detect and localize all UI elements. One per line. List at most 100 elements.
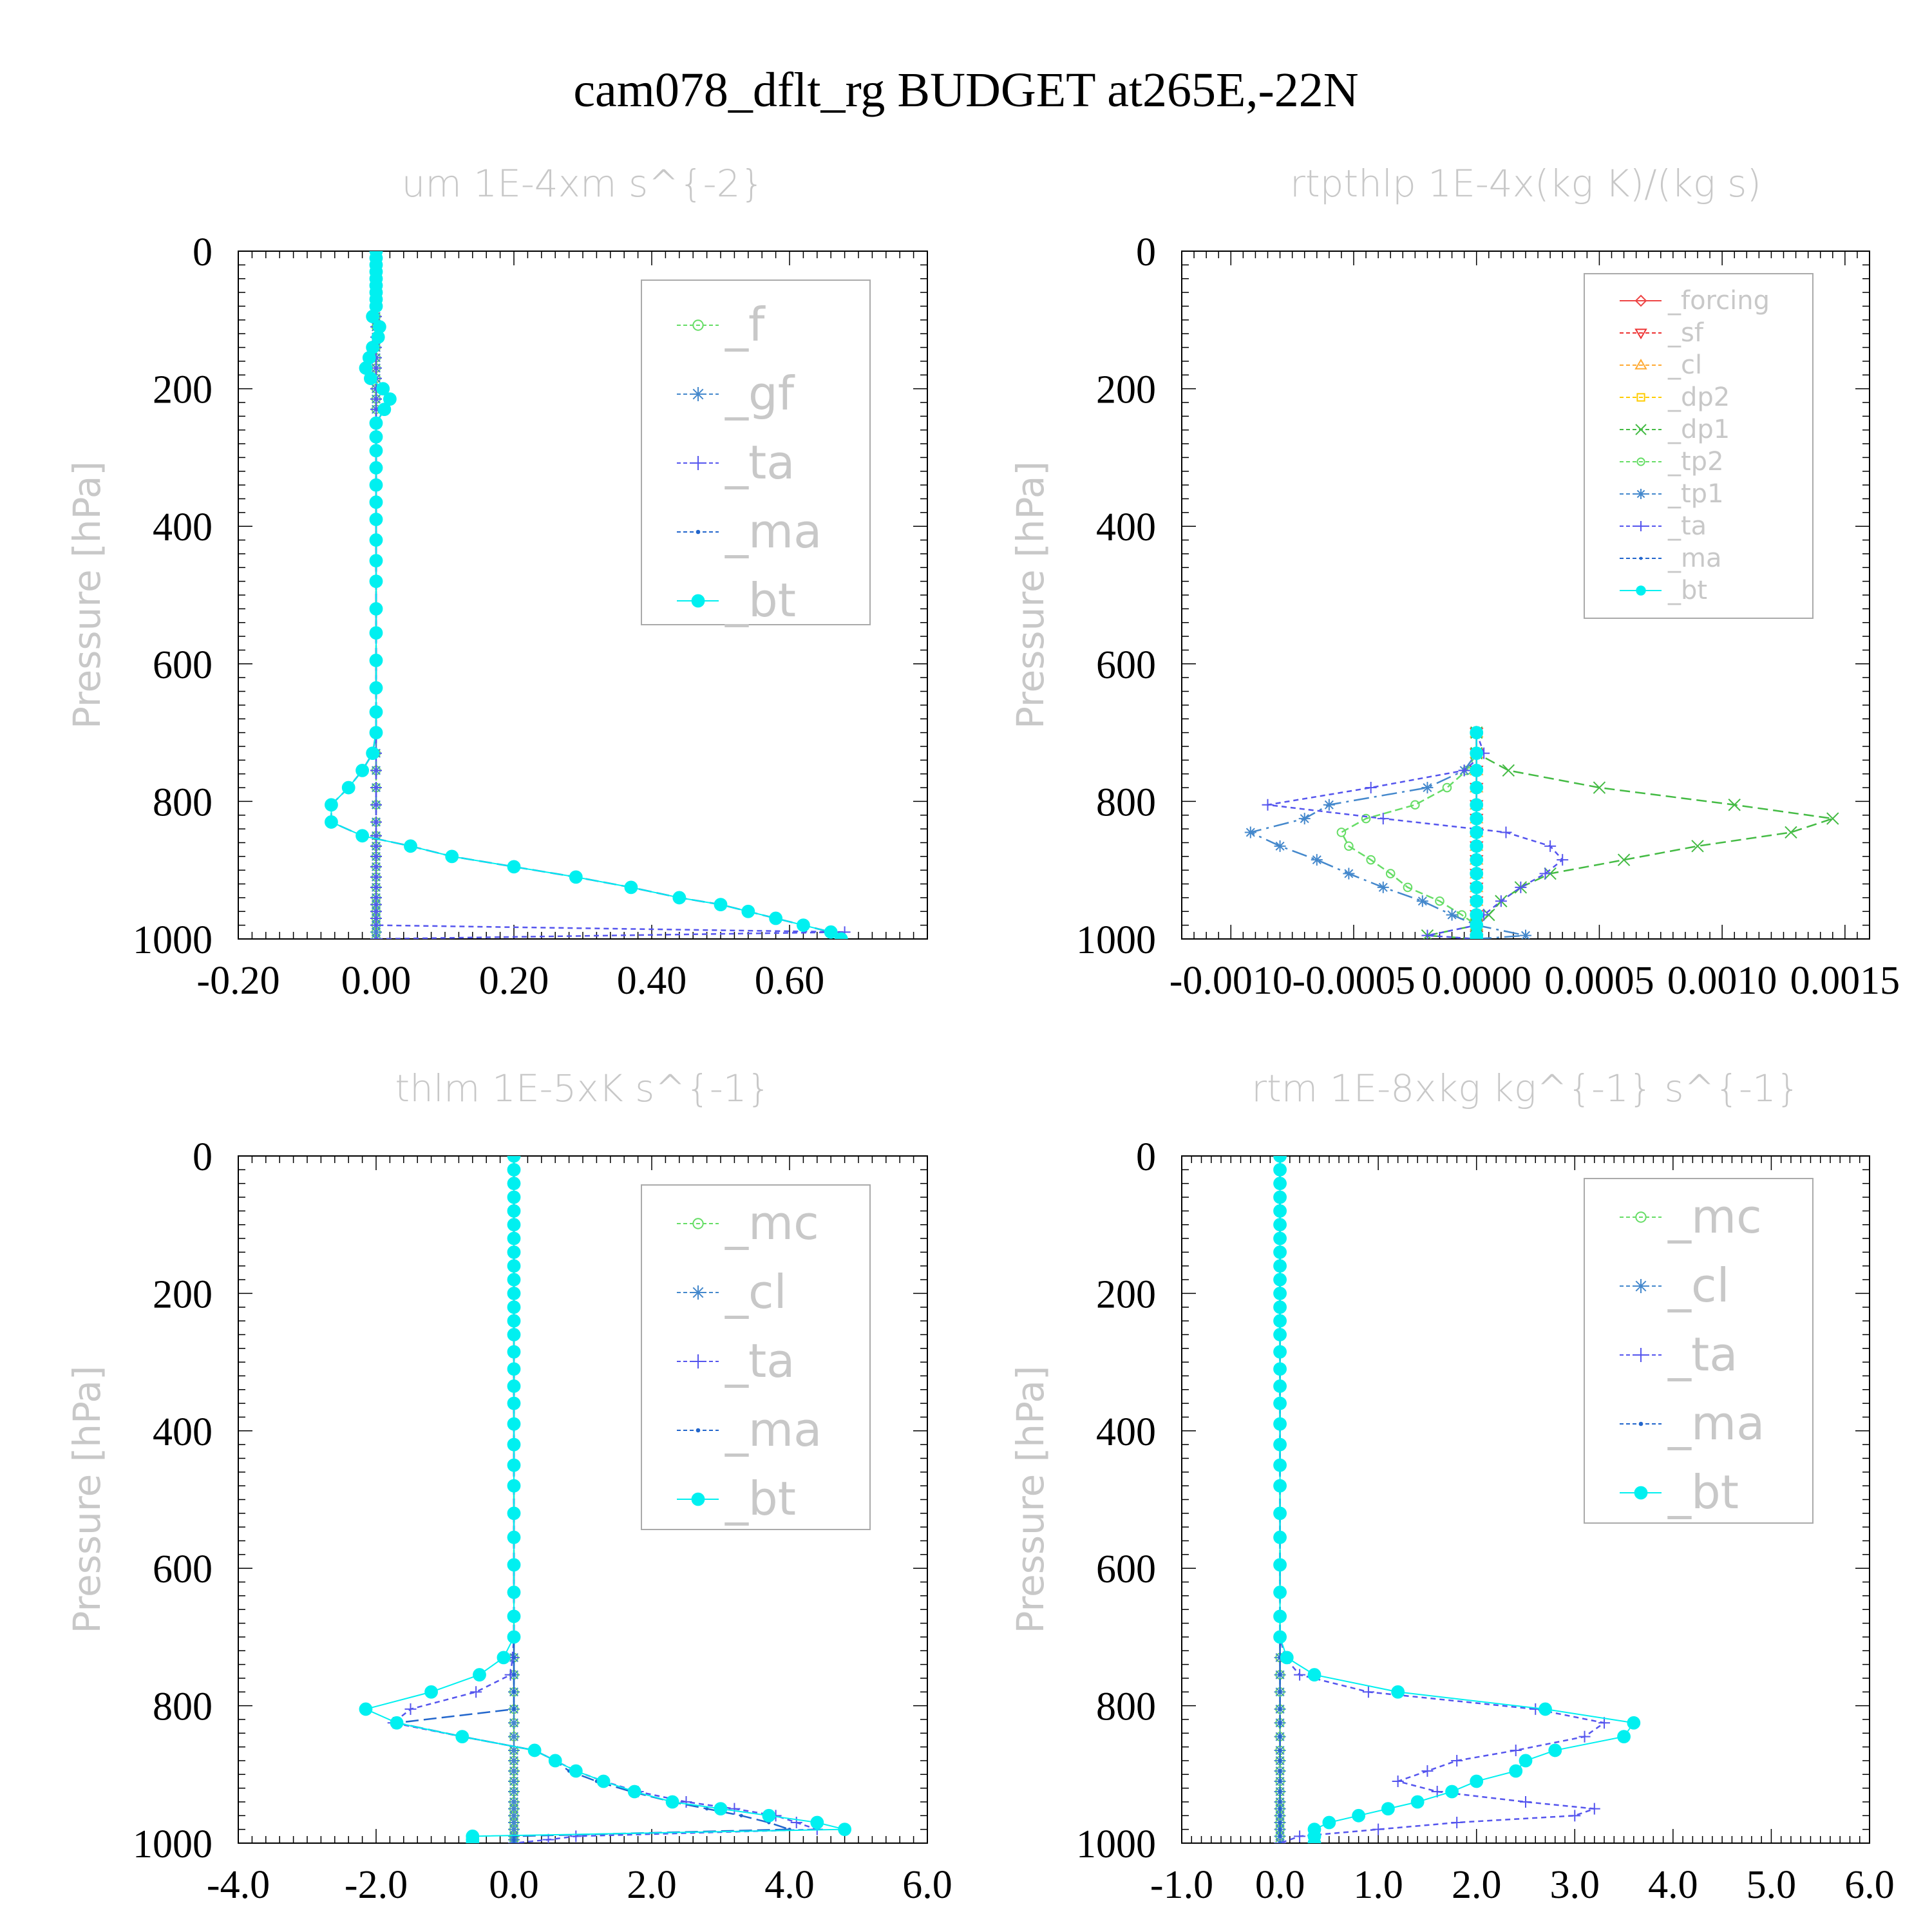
data-point-cl [508,1744,520,1756]
legend-box [1584,273,1814,619]
data-point-tp1 [1343,867,1355,880]
data-point-bt [1273,1218,1287,1232]
data-point-tp1 [1244,826,1256,838]
data-point-bt [1273,1586,1287,1599]
data-point-bt [1273,1204,1287,1218]
data-point-cl [508,1785,520,1797]
data-point-bt [1509,1764,1523,1778]
data-point-ta [470,1686,482,1698]
data-point-dp1 [1785,826,1797,839]
data-point-bt [714,898,728,911]
y-axis-label: Pressure [hPa] [65,461,109,729]
legend-label: _cl [1667,1258,1730,1312]
legend-marker [1634,1348,1648,1362]
y-tick-label: 800 [153,1685,213,1729]
data-point-bt [741,904,755,918]
data-point-bt [507,1458,521,1472]
legend-label: _tp2 [1667,447,1724,477]
data-point-cl [508,1795,520,1808]
legend-marker [691,1354,705,1368]
y-tick-label: 200 [153,368,213,412]
data-point-tp2 [1410,800,1420,810]
data-point-ta [1578,1730,1591,1743]
y-tick-label: 0 [1136,1135,1156,1179]
data-point-bt [1470,880,1484,895]
data-point-bt [1470,811,1484,826]
data-point-bt [1470,781,1484,795]
data-point-ma [1278,1721,1282,1725]
data-point-ta [1377,813,1389,825]
data-point-bt [672,891,687,905]
data-point-bt [473,1668,486,1681]
y-tick-label: 1000 [133,918,213,962]
legend-marker [1636,489,1646,499]
series-line-tp1 [1248,732,1526,939]
data-point-bt [507,1417,521,1431]
data-point-bt [369,574,383,589]
data-point-ta [1392,1775,1404,1787]
data-point-bt [596,1774,611,1788]
data-point-ta [1598,1717,1611,1729]
data-point-bt [507,1479,521,1493]
data-point-bt [507,1204,521,1218]
y-tick-label: 800 [1096,781,1156,824]
data-point-ma [512,1837,516,1842]
data-point-bt [366,746,380,761]
data-point-bt [627,1785,641,1799]
data-point-bt [1273,1162,1287,1177]
legend-label: _forcing [1667,286,1770,316]
legend-label: _sf [1667,318,1704,348]
data-point-bt [497,1651,511,1665]
data-point-bt [359,1702,373,1716]
x-tick-label: 1.0 [1353,1863,1403,1907]
data-point-bt [507,1506,521,1520]
y-tick-label: 0 [193,1135,213,1179]
data-point-ma [1278,1814,1282,1818]
data-point-cl [508,1775,520,1787]
data-point-bt [369,554,383,567]
data-point-ta [728,1803,741,1815]
data-point-bt [369,478,383,492]
data-point-ta [1274,1837,1286,1843]
panel-title: rtm 1E-8xkg kg^{-1} s^{-1} [1251,1066,1800,1110]
data-point-ta [370,860,382,873]
data-point-tp1 [1274,840,1286,852]
data-point-bt [1352,1808,1366,1823]
legend-marker [691,1492,705,1506]
y-axis-label: Pressure [hPa] [1009,461,1052,729]
data-point-bt [1273,1273,1287,1287]
legend-marker [691,456,705,470]
data-point-ma [1278,1690,1282,1694]
data-point-ta [570,1830,582,1842]
legend-marker [692,319,704,331]
data-point-ta [370,393,382,405]
legend-label: _cl [724,1265,787,1319]
data-point-bt [1273,1609,1287,1624]
data-point-bt [527,1743,542,1757]
data-point-ta [1495,895,1507,907]
x-tick-label: -1.0 [1150,1863,1213,1907]
panel-3: thlm 1E-5xK s^{-1} Pressure [hPa] 0 200 400 6… [65,1066,952,1907]
legend-marker [1634,328,1647,339]
x-tick-label: 0.40 [617,959,687,1003]
data-point-bt [1307,1668,1321,1681]
data-point-bt [377,402,392,417]
data-point-bt [507,1379,521,1393]
legend-label: _ma [724,504,822,558]
data-point-cl [508,1765,520,1777]
data-point-bt [507,1328,521,1341]
data-point-bt [1470,894,1484,908]
legend-marker [691,594,705,608]
data-point-bt [1273,1417,1287,1431]
legend: _mc _cl _ta _ma _bt [641,1184,871,1530]
legend-marker [1636,457,1645,466]
data-point-dp1 [1617,853,1631,866]
data-point-bt [507,1345,521,1359]
data-point-ma [1278,1834,1282,1839]
series-layer [359,1156,851,1843]
y-tick-label: 200 [1096,1273,1156,1316]
data-point-bt [1273,1287,1287,1300]
data-point-cl [508,1816,520,1828]
data-point-bt [369,461,383,475]
